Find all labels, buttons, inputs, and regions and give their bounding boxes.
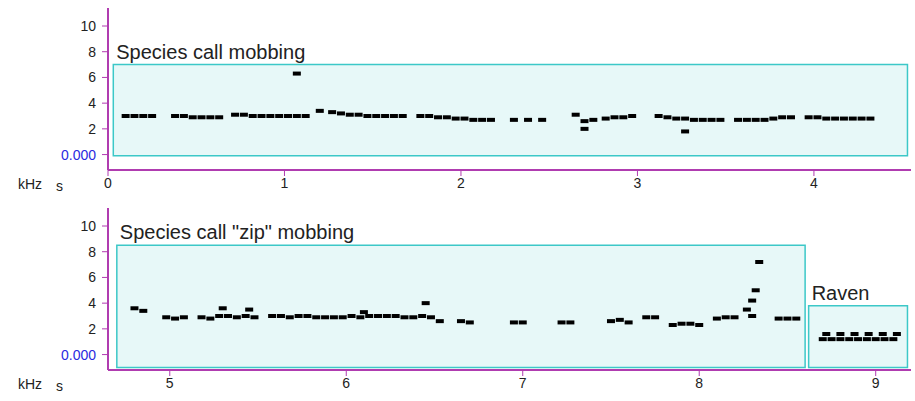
svg-text:7: 7 [519, 375, 527, 391]
svg-text:2: 2 [88, 321, 96, 337]
svg-text:2: 2 [88, 121, 96, 137]
svg-text:5: 5 [166, 375, 174, 391]
svg-text:Raven: Raven [812, 282, 870, 304]
html-text:s: s [56, 378, 63, 394]
svg-text:10: 10 [80, 218, 96, 234]
svg-text:4: 4 [88, 95, 96, 111]
svg-text:8: 8 [88, 44, 96, 60]
svg-text:4: 4 [88, 295, 96, 311]
svg-text:1: 1 [281, 175, 289, 191]
svg-text:0: 0 [104, 175, 112, 191]
svg-text:0.000: 0.000 [61, 347, 96, 363]
svg-text:3: 3 [634, 175, 642, 191]
svg-text:Species call mobbing: Species call mobbing [116, 41, 305, 63]
svg-text:9: 9 [872, 375, 880, 391]
svg-text:2: 2 [457, 175, 465, 191]
svg-text:0.000: 0.000 [61, 147, 96, 163]
svg-text:10: 10 [80, 18, 96, 34]
html-text:s: s [56, 178, 63, 194]
svg-text:6: 6 [88, 269, 96, 285]
svg-text:Species call "zip" mobbing: Species call "zip" mobbing [120, 221, 354, 243]
svg-text:6: 6 [342, 375, 350, 391]
svg-text:4: 4 [810, 175, 818, 191]
svg-text:8: 8 [88, 244, 96, 260]
html-text:kHz: kHz [18, 376, 43, 392]
svg-text:6: 6 [88, 69, 96, 85]
svg-text:8: 8 [695, 375, 703, 391]
html-text:kHz: kHz [18, 176, 43, 192]
